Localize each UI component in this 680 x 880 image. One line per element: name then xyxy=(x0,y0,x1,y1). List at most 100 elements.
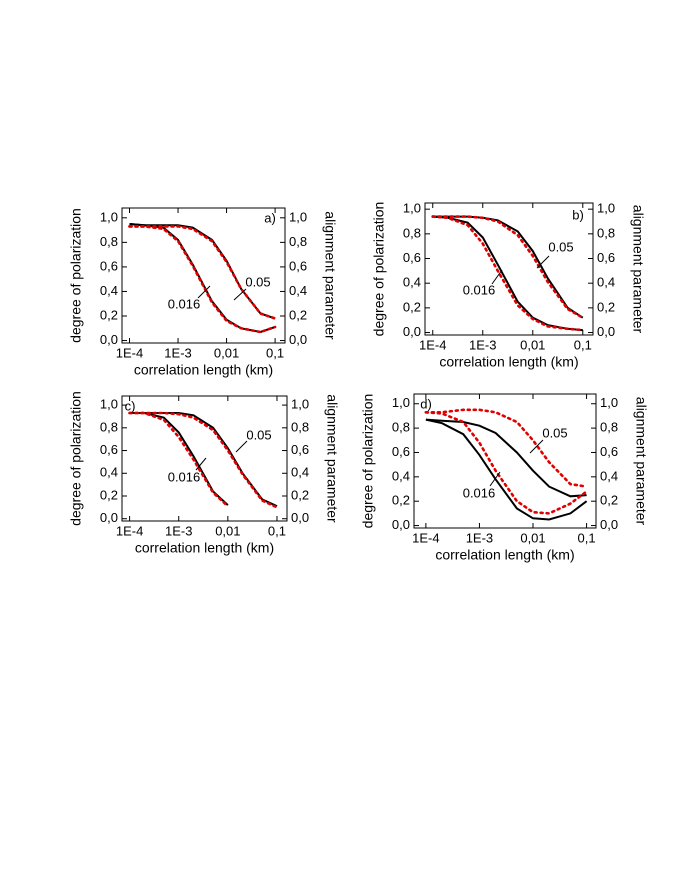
panel-label: a) xyxy=(264,210,276,225)
y-axis-label: degree of polarization xyxy=(360,394,376,529)
y2-tick-label: 0,2 xyxy=(600,493,618,508)
x-tick-label: 0,01 xyxy=(215,523,240,538)
y-tick-label: 0,0 xyxy=(100,510,118,525)
y-tick-label: 0,4 xyxy=(100,283,118,298)
leader-line xyxy=(235,440,248,453)
y2-tick-label: 0,2 xyxy=(291,487,309,502)
y-tick-label: 0,6 xyxy=(403,250,421,265)
leader-line xyxy=(489,471,501,487)
panel-label: b) xyxy=(572,207,584,222)
x-tick-label: 1E-4 xyxy=(419,337,446,352)
series-line xyxy=(431,215,585,319)
curve-label: 0.016 xyxy=(168,296,201,311)
y2-tick-label: 0,0 xyxy=(597,324,615,339)
y-tick-label: 0,8 xyxy=(100,419,118,434)
plot-frame xyxy=(424,202,594,336)
x-tick-label: 0,01 xyxy=(214,345,239,360)
x-tick-label: 1E-3 xyxy=(466,530,493,545)
y-tick-label: 0,0 xyxy=(100,332,118,347)
y-axis-label: degree of polarization xyxy=(68,391,84,526)
y2-tick-label: 0,8 xyxy=(289,234,307,249)
y-tick-label: 0,4 xyxy=(100,465,118,480)
series-line xyxy=(128,411,279,509)
panel-label: c) xyxy=(125,398,136,413)
leader-line xyxy=(233,288,247,301)
y-tick-label: 1,0 xyxy=(403,201,421,216)
x-tick-label: 1E-3 xyxy=(165,523,192,538)
leader-line xyxy=(491,269,503,285)
y2-tick-label: 1,0 xyxy=(291,397,309,412)
y-tick-label: 1,0 xyxy=(100,209,118,224)
series-line xyxy=(425,418,587,498)
x-tick-label: 0,1 xyxy=(268,523,286,538)
x-axis-label: correlation length (km) xyxy=(439,354,578,370)
y2-tick-label: 0,8 xyxy=(597,225,615,240)
y2-tick-label: 0,4 xyxy=(600,468,618,483)
x-tick-label: 0,1 xyxy=(574,337,592,352)
y2-tick-label: 0,6 xyxy=(597,250,615,265)
y2-axis-label: alignment parameter xyxy=(322,211,338,340)
y-tick-label: 0,2 xyxy=(100,487,118,502)
y2-tick-label: 1,0 xyxy=(600,395,618,410)
curve-label: 0.05 xyxy=(548,239,573,254)
curve-label: 0.016 xyxy=(463,485,496,500)
panel-label: d) xyxy=(420,396,432,411)
y-tick-label: 0,4 xyxy=(392,468,410,483)
plot-frame xyxy=(121,207,286,344)
series-line xyxy=(128,411,230,508)
y-tick-label: 0,8 xyxy=(403,225,421,240)
series-line xyxy=(424,408,588,488)
series-line xyxy=(424,411,588,515)
x-axis-label: correlation length (km) xyxy=(435,547,574,563)
y2-tick-label: 0,2 xyxy=(289,307,307,322)
x-tick-label: 1E-4 xyxy=(412,530,439,545)
y-tick-label: 0,2 xyxy=(100,307,118,322)
y2-tick-label: 1,0 xyxy=(597,201,615,216)
y2-tick-label: 0,8 xyxy=(600,420,618,435)
x-tick-label: 1E-4 xyxy=(116,523,143,538)
y-axis-label: degree of polarization xyxy=(371,202,387,337)
x-tick-label: 0,1 xyxy=(578,530,596,545)
y2-axis-label: alignment parameter xyxy=(324,394,340,523)
y-tick-label: 0,2 xyxy=(403,299,421,314)
series-line xyxy=(425,418,588,521)
y-tick-label: 0,4 xyxy=(403,275,421,290)
y-tick-label: 0,8 xyxy=(100,234,118,249)
y-tick-label: 0,6 xyxy=(100,258,118,273)
y-tick-label: 0,2 xyxy=(392,493,410,508)
y2-tick-label: 0,2 xyxy=(597,299,615,314)
y2-tick-label: 0,6 xyxy=(289,258,307,273)
x-axis-label: correlation length (km) xyxy=(134,362,273,378)
curve-label: 0.016 xyxy=(463,282,496,297)
leader-line xyxy=(536,255,550,269)
x-tick-label: 0,01 xyxy=(520,530,545,545)
y-tick-label: 1,0 xyxy=(392,395,410,410)
y2-tick-label: 0,4 xyxy=(289,283,307,298)
y2-tick-label: 0,8 xyxy=(291,419,309,434)
y-tick-label: 0,8 xyxy=(392,420,410,435)
y2-tick-label: 1,0 xyxy=(289,209,307,224)
plot-frame xyxy=(413,393,597,529)
y-tick-label: 1,0 xyxy=(100,397,118,412)
x-tick-label: 0,01 xyxy=(520,337,545,352)
x-axis-label: correlation length (km) xyxy=(135,540,274,556)
x-tick-label: 1E-4 xyxy=(116,345,143,360)
y-axis-label: degree of polarization xyxy=(68,208,84,343)
y-tick-label: 0,0 xyxy=(403,324,421,339)
y2-tick-label: 0,0 xyxy=(289,332,307,347)
y2-tick-label: 0,4 xyxy=(291,465,309,480)
series-line xyxy=(432,215,584,319)
series-line xyxy=(431,215,585,332)
y2-tick-label: 0,0 xyxy=(291,510,309,525)
curve-label: 0.016 xyxy=(168,469,201,484)
series-line xyxy=(128,225,277,334)
x-tick-label: 0,1 xyxy=(266,345,284,360)
curve-label: 0.05 xyxy=(246,427,271,442)
leader-line xyxy=(195,457,207,471)
y-tick-label: 0,0 xyxy=(392,517,410,532)
y2-tick-label: 0,0 xyxy=(600,517,618,532)
y-tick-label: 0,6 xyxy=(392,444,410,459)
y2-axis-label: alignment parameter xyxy=(633,397,649,526)
leader-line xyxy=(529,439,544,454)
